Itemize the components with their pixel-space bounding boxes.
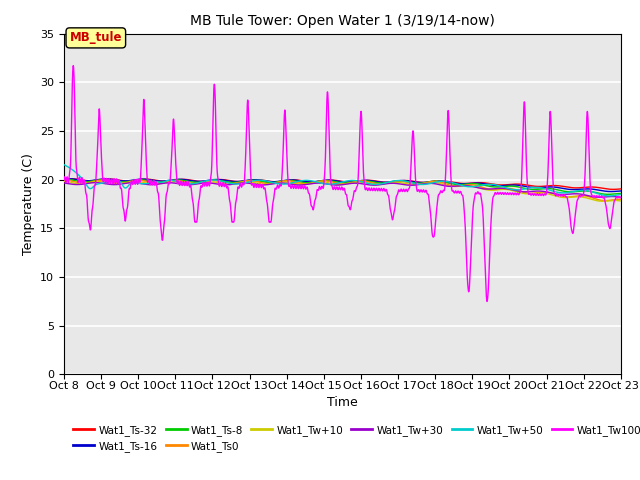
Y-axis label: Temperature (C): Temperature (C) [22, 153, 35, 255]
Title: MB Tule Tower: Open Water 1 (3/19/14-now): MB Tule Tower: Open Water 1 (3/19/14-now… [190, 14, 495, 28]
X-axis label: Time: Time [327, 396, 358, 409]
Text: MB_tule: MB_tule [70, 31, 122, 44]
Legend: Wat1_Ts-32, Wat1_Ts-16, Wat1_Ts-8, Wat1_Ts0, Wat1_Tw+10, Wat1_Tw+30, Wat1_Tw+50,: Wat1_Ts-32, Wat1_Ts-16, Wat1_Ts-8, Wat1_… [69, 420, 640, 456]
